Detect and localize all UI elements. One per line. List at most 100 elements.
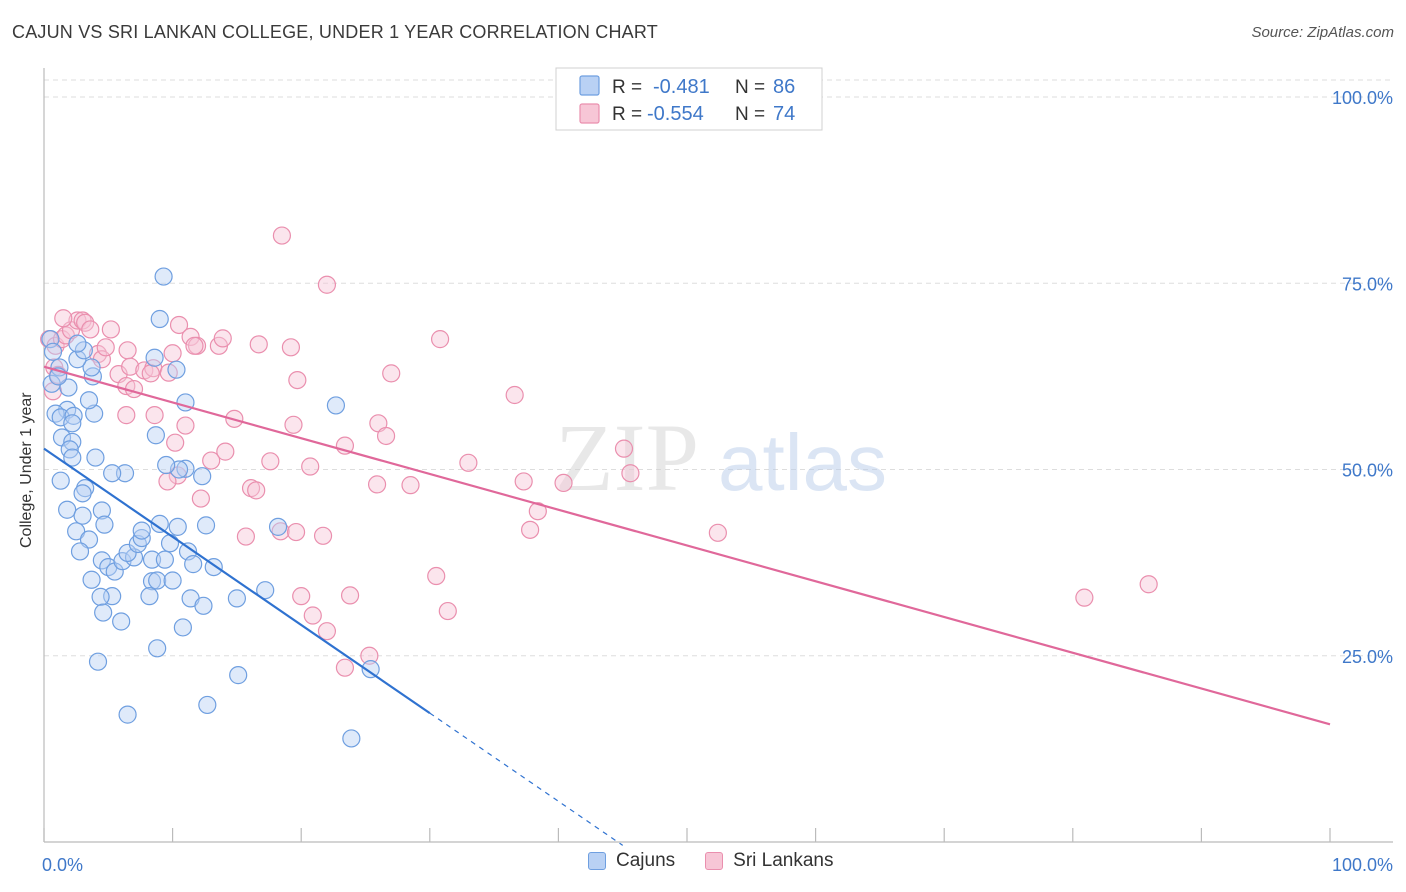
cajun-point — [63, 414, 82, 433]
legend-label-cajuns: Cajuns — [616, 850, 676, 871]
y-tick-label: 75.0% — [1342, 274, 1393, 294]
chart-title: CAJUN VS SRI LANKAN COLLEGE, UNDER 1 YEA… — [12, 22, 658, 42]
cajun-point — [198, 695, 217, 715]
srilankan-point — [261, 452, 280, 471]
cajun-point — [112, 612, 131, 631]
cajun-point — [150, 309, 169, 329]
cajun-point — [86, 448, 105, 467]
srilankan-point — [505, 385, 524, 405]
srilankan-point — [335, 658, 355, 677]
srilankan-point — [708, 523, 727, 542]
srilankan-point — [286, 522, 306, 542]
srilankan-point — [191, 489, 210, 508]
cajun-point — [155, 550, 174, 569]
cajun-point — [82, 570, 101, 589]
srilankan-point — [236, 527, 256, 546]
srilankan-point — [514, 472, 533, 491]
srilankan-point — [317, 622, 337, 641]
cajun-point — [79, 391, 99, 410]
x-tick-label-right: 100.0% — [1332, 855, 1393, 875]
legend-swatch-srilankans — [705, 852, 724, 870]
cajun-point — [51, 471, 70, 490]
srilankan-point — [438, 601, 457, 621]
cajun-point — [59, 378, 78, 397]
cajun-point — [326, 396, 346, 415]
cajun-point — [173, 618, 192, 637]
cajun-point — [167, 360, 186, 379]
srilankan-point — [185, 336, 204, 355]
srilankan-point — [1139, 575, 1158, 594]
cajun-point — [91, 587, 110, 606]
legend-n-value-cajun: 86 — [773, 76, 795, 98]
legend-r-label-srilankan: R = — [612, 104, 642, 125]
cajun-point — [227, 589, 246, 608]
legend-n-label-srilankan: N = — [735, 104, 765, 125]
srilankan-point — [430, 330, 450, 349]
srilankan-point — [301, 457, 320, 476]
trendline-extension-cajun — [429, 712, 624, 846]
watermark: ZIP atlas — [555, 404, 887, 511]
srilankan-point — [1075, 588, 1094, 607]
srilankan-point — [96, 338, 115, 357]
srilankan-point — [554, 473, 573, 493]
cajun-point — [148, 639, 167, 658]
srilankan-point — [360, 646, 379, 665]
cajun-point — [82, 358, 101, 377]
srilankan-point — [528, 502, 547, 521]
cajun-point — [146, 426, 165, 445]
cajun-point — [176, 459, 195, 478]
cajun-point — [92, 501, 111, 520]
cajun-point — [43, 342, 63, 361]
srilankan-point — [367, 475, 387, 494]
gridlines — [44, 79, 1393, 657]
cajun-point — [95, 515, 114, 534]
srilankan-point — [81, 320, 100, 339]
cajun-point — [103, 464, 122, 483]
cajun-point — [196, 516, 216, 535]
srilankan-point — [614, 439, 634, 458]
chart-source: Source: ZipAtlas.com — [1251, 24, 1394, 41]
srilankan-point — [176, 416, 195, 435]
legend-n-label-cajun: N = — [735, 77, 765, 98]
srilankan-point — [376, 426, 396, 446]
trendline-srilankan — [43, 365, 1331, 726]
cajun-point — [118, 705, 137, 724]
cajun-point — [74, 341, 93, 360]
y-tick-label: 100.0% — [1332, 88, 1393, 108]
srilankan-point — [216, 442, 235, 461]
legend-item-cajuns[interactable]: Cajuns — [588, 850, 675, 872]
srilankan-point — [521, 520, 540, 539]
srilankan-point — [117, 406, 136, 425]
legend-label-srilankans: Sri Lankans — [733, 850, 834, 871]
cajun-point — [168, 517, 187, 536]
cajun-point — [163, 571, 182, 590]
legend-r-value-cajun: -0.481 — [653, 76, 710, 98]
cajun-point — [70, 542, 90, 561]
legend-item-srilankans[interactable]: Sri Lankans — [705, 850, 834, 872]
cajun-point — [73, 484, 92, 503]
srilankan-point — [54, 309, 73, 328]
srilankan-point — [284, 415, 303, 434]
cajun-point — [132, 521, 151, 540]
srilankan-point — [303, 606, 322, 625]
legend-r-value-srilankan: -0.554 — [647, 103, 704, 125]
srilankan-point — [202, 451, 221, 470]
legend-r-label-cajun: R = — [612, 77, 642, 98]
cajun-point — [342, 729, 361, 748]
srilankan-point — [213, 329, 232, 348]
srilankan-point — [292, 587, 311, 606]
cajun-point — [132, 528, 151, 548]
cajun-point — [85, 404, 104, 423]
cajun-point — [140, 587, 159, 606]
srilankan-point — [169, 315, 189, 335]
srilankan-point — [340, 586, 360, 605]
srilankan-point — [313, 526, 333, 545]
srilankan-point — [101, 320, 120, 339]
legend-n-value-srilankan: 74 — [773, 103, 795, 125]
cajun-point — [94, 603, 113, 622]
srilankan-point — [181, 327, 200, 346]
trendline-cajun — [43, 447, 431, 715]
cajun-point — [268, 517, 288, 536]
srilankan-point — [317, 275, 337, 294]
